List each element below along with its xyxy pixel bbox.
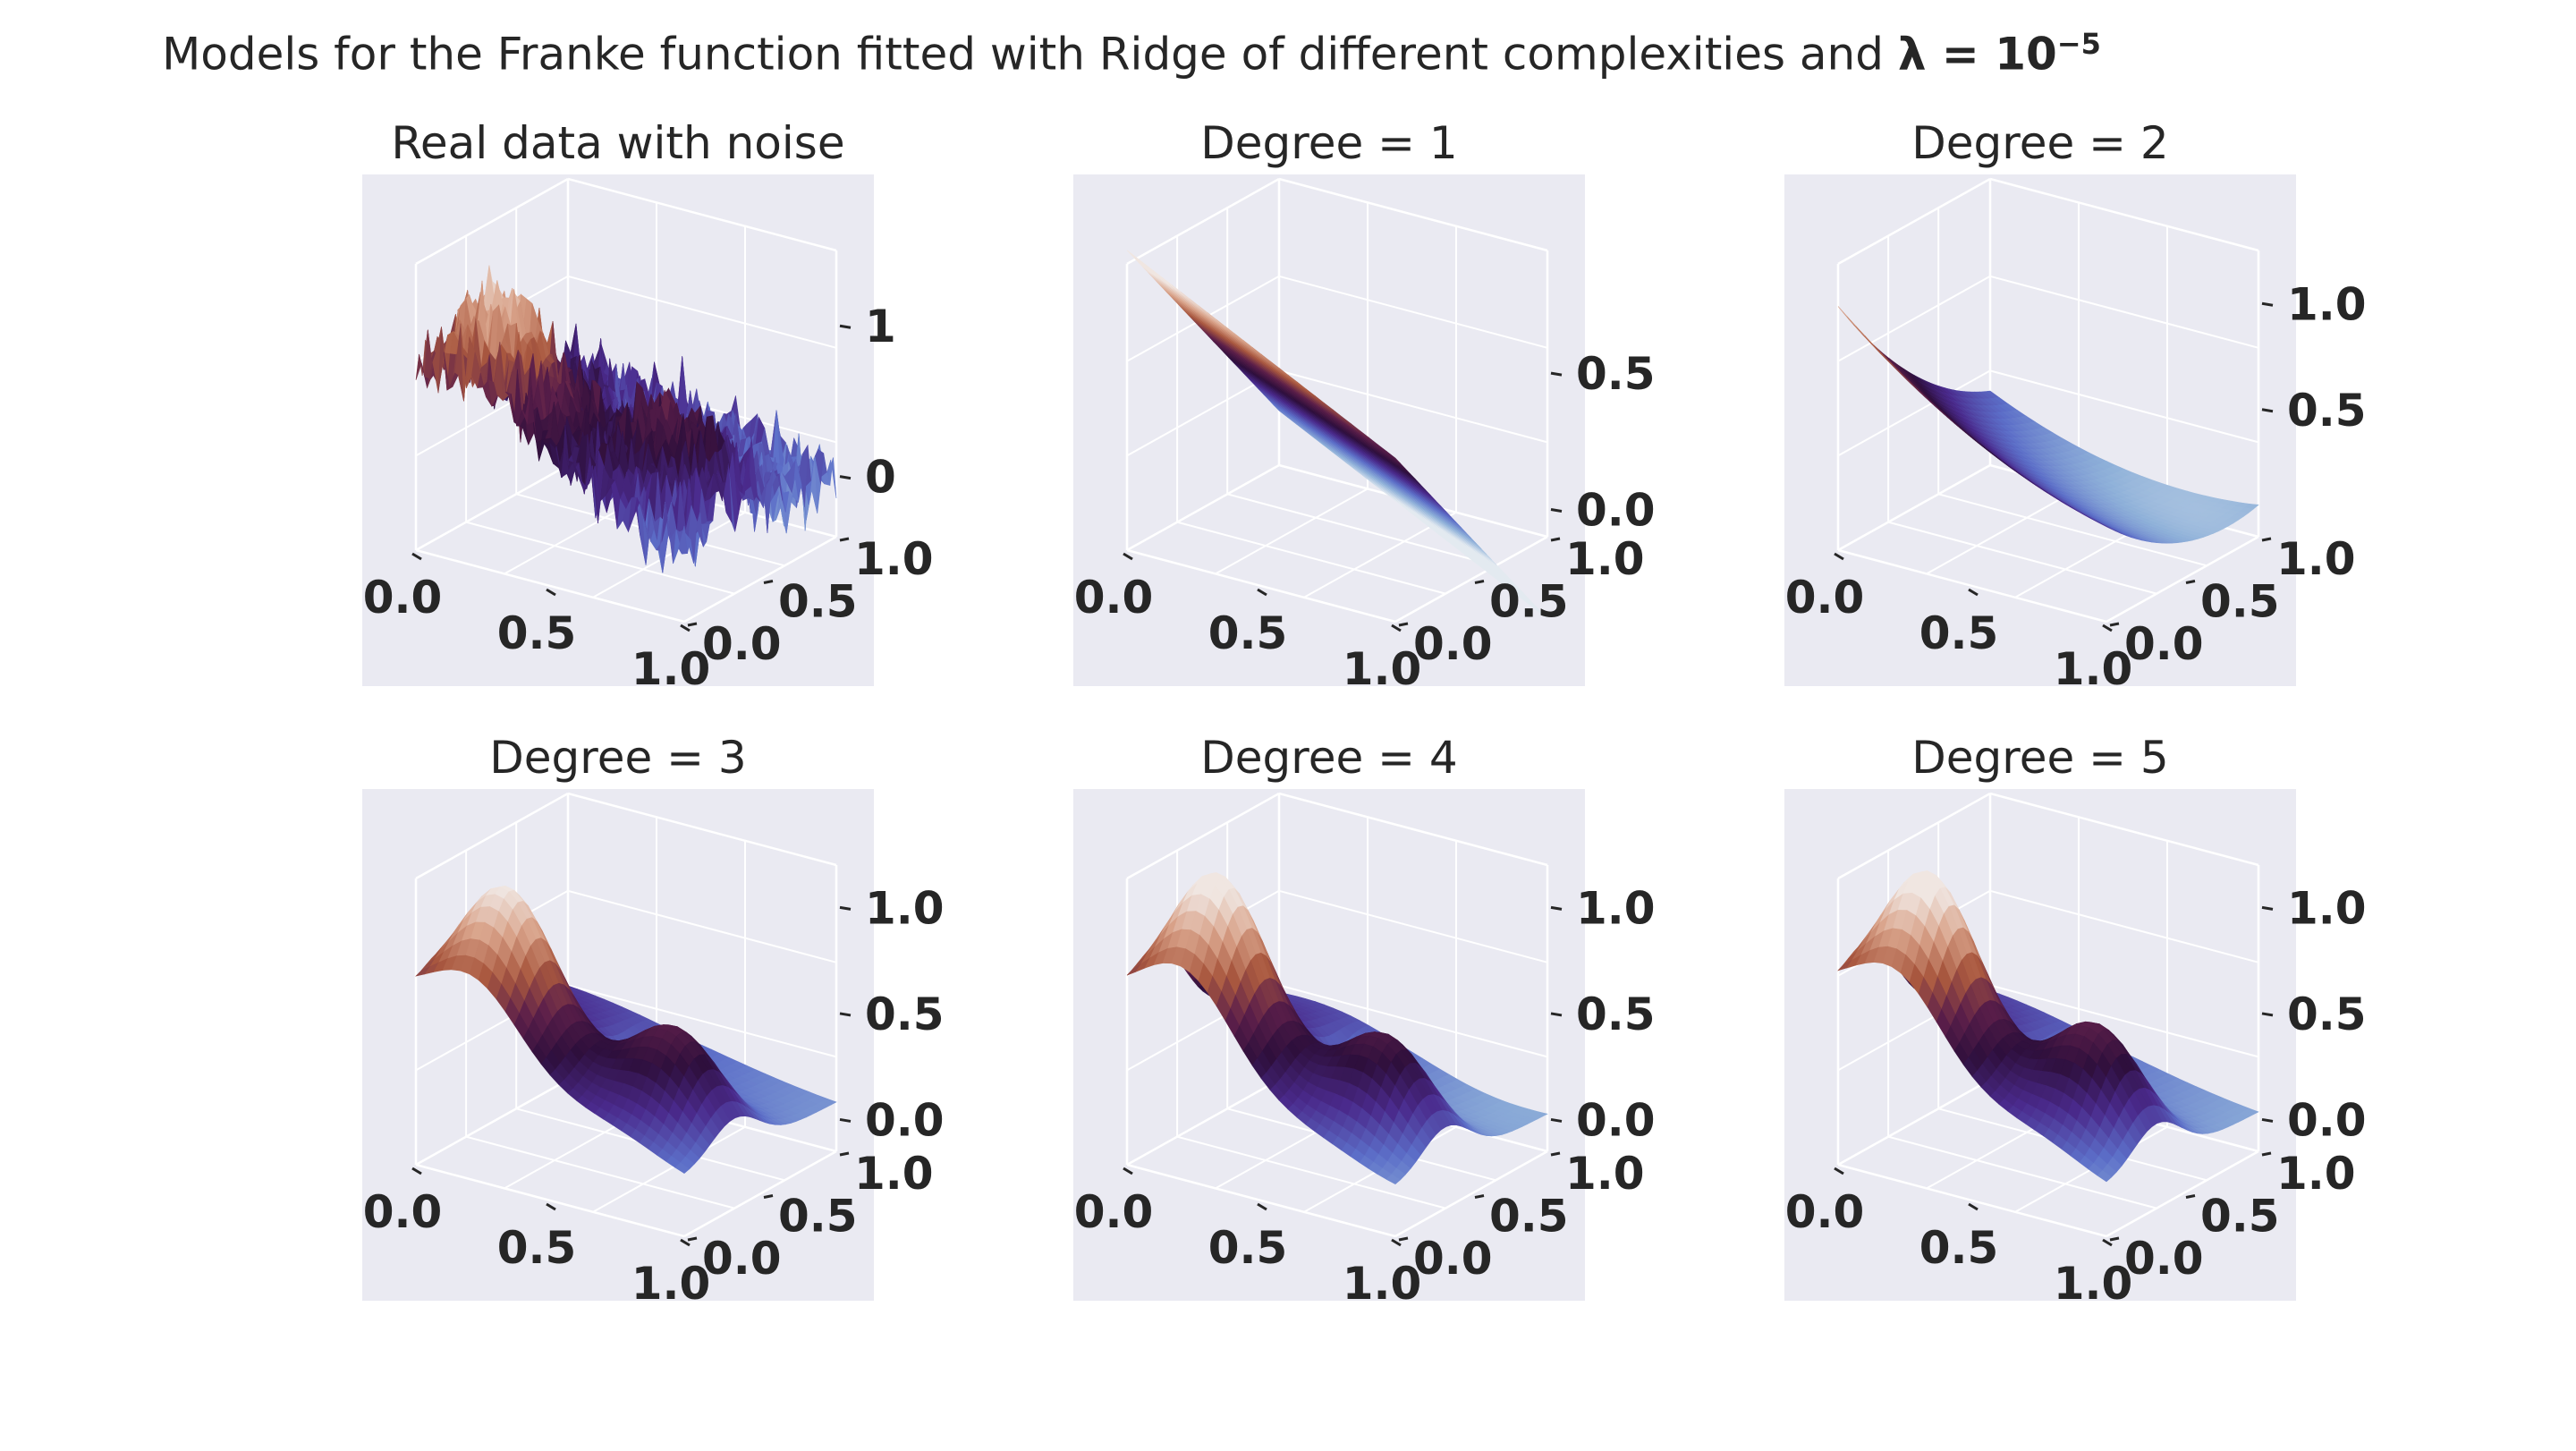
y-tick-mark [763, 580, 774, 584]
subplot-title: Degree = 2 [1911, 117, 2168, 169]
y-tick-mark [1398, 622, 1409, 627]
y-tick-label: 0.5 [1489, 576, 1569, 628]
x-tick-label: 0.0 [363, 572, 443, 624]
x-tick-label: 0.5 [1208, 607, 1288, 659]
z-tick-label: 0.5 [2287, 385, 2367, 437]
z-tick-mark [839, 324, 852, 329]
y-tick-label: 0.0 [1413, 618, 1493, 670]
figure-title: Models for the Franke function fitted wi… [0, 27, 2263, 81]
y-tick-mark [1474, 580, 1485, 584]
surface [415, 265, 837, 573]
y-tick-label: 1.0 [1565, 533, 1645, 585]
y-tick-label: 0.0 [2124, 618, 2204, 670]
y-tick-mark [2185, 580, 2196, 584]
subplot-4: Degree = 30.00.51.00.00.51.00.00.51.0 [362, 732, 945, 1310]
z-tick-label: 0.0 [1576, 485, 1656, 537]
figure-title-text: Models for the Franke function fitted wi… [162, 28, 1898, 81]
x-tick-label: 0.5 [497, 607, 577, 659]
y-tick-label: 0.5 [778, 576, 858, 628]
y-tick-mark [1550, 537, 1561, 542]
figure-title-lambda: λ = 10 [1897, 28, 2057, 81]
subplot-title: Degree = 3 [489, 732, 746, 784]
y-tick-mark [687, 622, 698, 627]
x-tick-label: 0.0 [1074, 572, 1154, 624]
z-tick-mark [839, 475, 852, 480]
x-tick-label: 1.0 [2054, 643, 2133, 695]
subplot-2: Degree = 10.00.51.00.00.51.00.00.5 [1073, 117, 1656, 695]
z-tick-label: 0 [865, 452, 896, 504]
z-tick-mark [2261, 408, 2274, 413]
subplot-title: Real data with noise [391, 117, 844, 169]
y-tick-mark [2261, 537, 2272, 542]
y-tick-label: 0.5 [2200, 576, 2280, 628]
y-tick-mark [2109, 622, 2120, 627]
z-tick-label: 1.0 [2287, 278, 2367, 330]
subplot-3: Degree = 20.00.51.00.00.51.00.51.0 [1784, 117, 2367, 695]
z-tick-label: 0.5 [1576, 348, 1656, 400]
x-tick-label: 0.0 [1785, 572, 1865, 624]
y-tick-label: 1.0 [2276, 533, 2356, 585]
z-tick-label: 1 [865, 301, 896, 352]
y-tick-mark [839, 537, 850, 542]
x-tick-label: 0.5 [1919, 607, 1999, 659]
z-tick-mark [1550, 508, 1563, 513]
z-tick-mark [2261, 301, 2274, 307]
y-tick-label: 0.0 [702, 618, 782, 670]
figure-title-exponent: −5 [2056, 27, 2101, 61]
y-tick-label: 1.0 [854, 533, 934, 585]
z-tick-mark [1550, 371, 1563, 377]
x-tick-label: 1.0 [631, 643, 711, 695]
subplot-title: Degree = 1 [1200, 117, 1457, 169]
x-tick-label: 1.0 [1343, 643, 1422, 695]
